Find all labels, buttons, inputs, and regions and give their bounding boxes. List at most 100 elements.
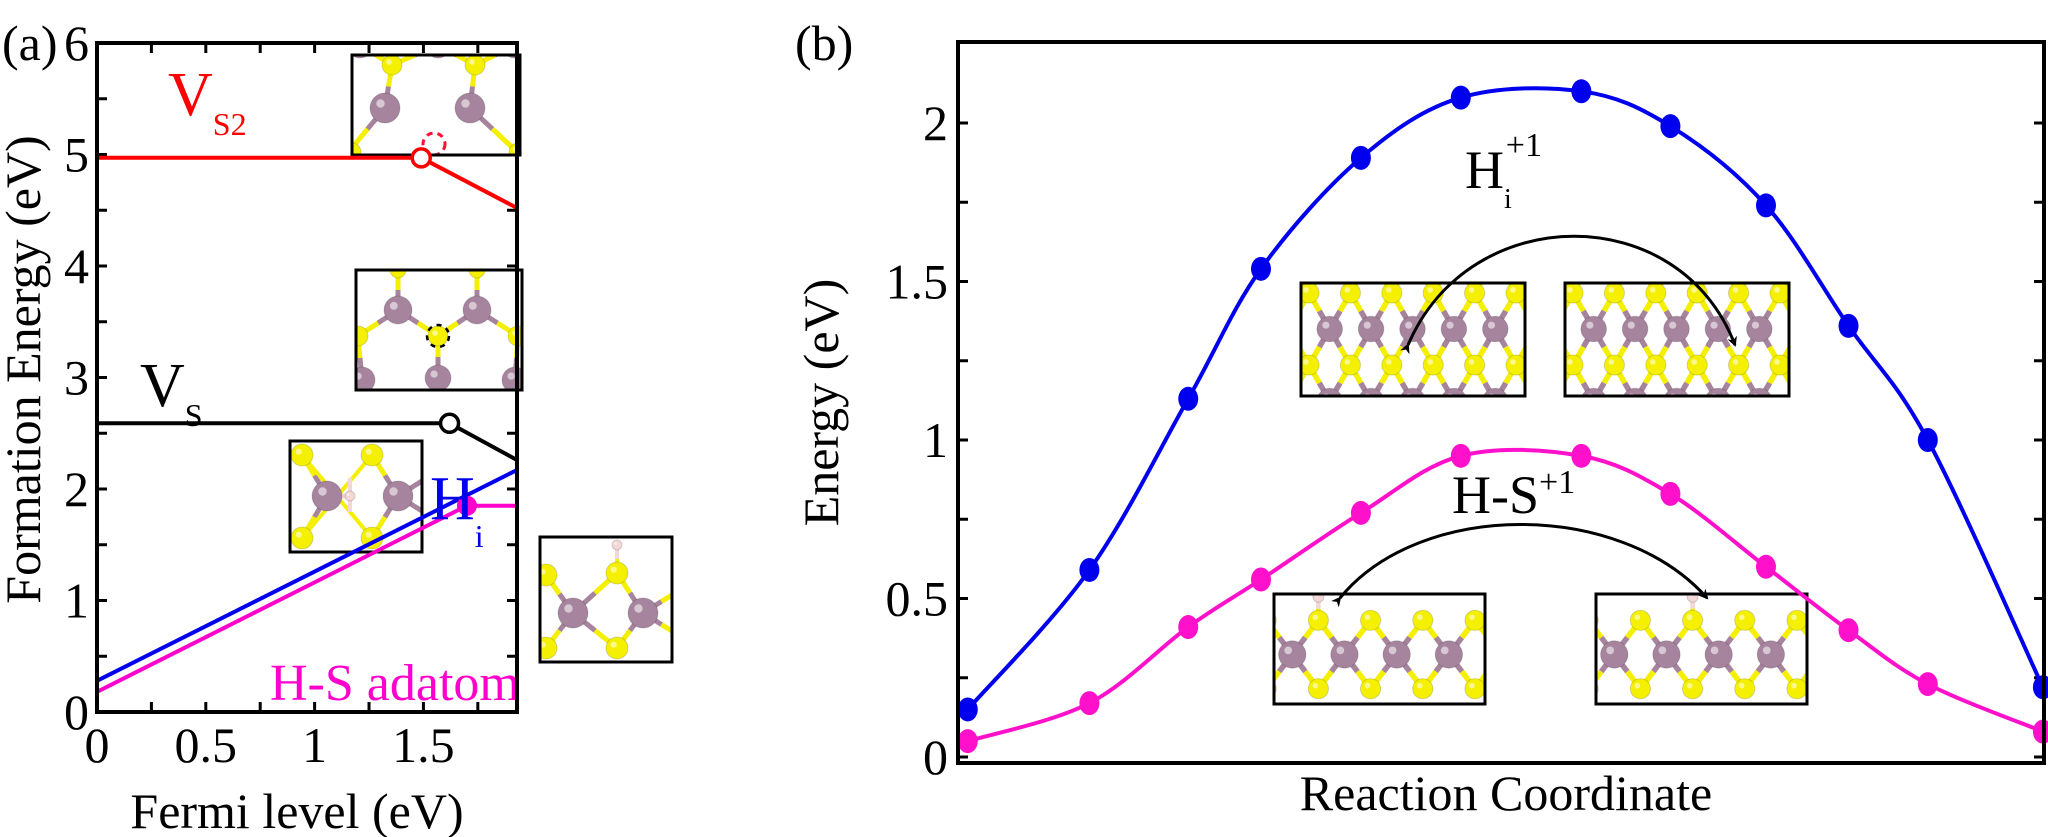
bond [1759,401,1769,419]
mo-atom-highlight [1628,250,1635,257]
bond [1821,419,1831,437]
mo-atom [1581,387,1607,396]
panel-b-y-axis-label: Energy (eV) [793,279,849,527]
hs-final-inset-content [1596,594,1954,704]
bond [1371,257,1381,275]
mo-atom-highlight [1405,321,1413,329]
mo-atom [557,597,589,629]
bond [1811,365,1821,383]
mo-atom-highlight [376,99,385,108]
x-tick-label: 0.5 [175,717,238,773]
s-atom [290,526,314,550]
bond [1578,257,1588,275]
s-atom-highlight [1857,359,1863,365]
bond [1565,345,1566,346]
bond [1579,672,1592,689]
mo-atom [1871,460,1897,486]
s-atom [1811,355,1831,375]
bond [1299,437,1309,455]
mo-atom-highlight [1446,321,1454,329]
h-atom [344,490,356,502]
mo-atom [1278,640,1307,669]
s-atom [1786,678,1807,700]
mo-atom [1357,315,1385,343]
s-atom-highlight [1857,287,1863,293]
bond [1402,455,1412,473]
bond [1863,365,1873,383]
s-atom-highlight [1260,683,1266,689]
bond [1941,620,1954,637]
series-label-superscript: +1 [1506,127,1542,164]
bond [1787,343,1789,347]
bond [1583,257,1593,275]
bond [1821,437,1831,455]
mo-atom-highlight [1529,250,1536,257]
mo-atom [356,366,376,390]
mo-atom [462,295,492,325]
bond [1350,419,1360,437]
mo-atom [1358,460,1384,486]
bond [1542,401,1552,419]
bond [1506,437,1516,455]
bond [1708,455,1718,473]
s-atom-highlight [1303,359,1309,365]
bond [1526,401,1536,419]
s-atom-highlight [1303,431,1309,437]
mo-atom-highlight [1876,322,1883,329]
mo-atom [1226,641,1253,668]
bond [1301,312,1302,313]
s-atom-highlight [1843,683,1849,689]
data-point-h-s-1 [1350,500,1371,525]
bond [1604,419,1614,437]
s-atom-highlight [1567,431,1573,437]
y-tick-label: 1 [923,412,948,468]
mo-atom [1914,641,1941,668]
bond [1635,401,1645,419]
mo-atom [1622,387,1648,396]
mo-atom [1746,315,1773,343]
y-tick-label: 6 [64,15,89,71]
s-atom [1734,609,1756,631]
bond [1516,437,1526,455]
mo-atom [383,295,413,325]
s-atom-highlight [1634,682,1641,689]
mo-atom-highlight [1658,646,1667,655]
bond [1268,437,1278,455]
h-atom-highlight [614,542,617,545]
bond [1309,419,1319,437]
bond [1811,419,1821,437]
bond [1852,419,1862,437]
s-atom-highlight [1857,431,1863,437]
bond [1537,257,1547,275]
mo-atom-highlight [1545,250,1552,257]
mo-atom [1704,640,1733,669]
s-atom [1412,609,1434,631]
bond [1770,419,1780,437]
bond [1413,455,1423,473]
bond [1852,293,1862,311]
bond [1759,257,1769,275]
bond [1454,401,1464,419]
s-atom-highlight [1574,614,1580,620]
mo-atom-highlight [1793,394,1800,401]
bond [1381,419,1391,437]
mo-atom [369,92,401,124]
hs-adatom-structure-inset-frame [538,535,674,664]
mo-atom [1400,244,1426,270]
s-atom-highlight [1468,359,1475,365]
s-atom-highlight [1385,359,1392,365]
bond [1836,672,1849,689]
s-atom [1307,609,1329,631]
s-atom-highlight [1649,287,1656,293]
y-tick-label: 0.5 [886,571,949,627]
bond [1677,455,1687,473]
y-tick-label: 3 [64,350,89,406]
data-point-h-s-1 [1178,615,1199,640]
s-atom [1681,678,1704,700]
s-atom [1307,678,1329,700]
bond [1566,672,1579,689]
bond [1645,419,1655,437]
bond [1873,455,1883,473]
bond [1288,257,1298,275]
